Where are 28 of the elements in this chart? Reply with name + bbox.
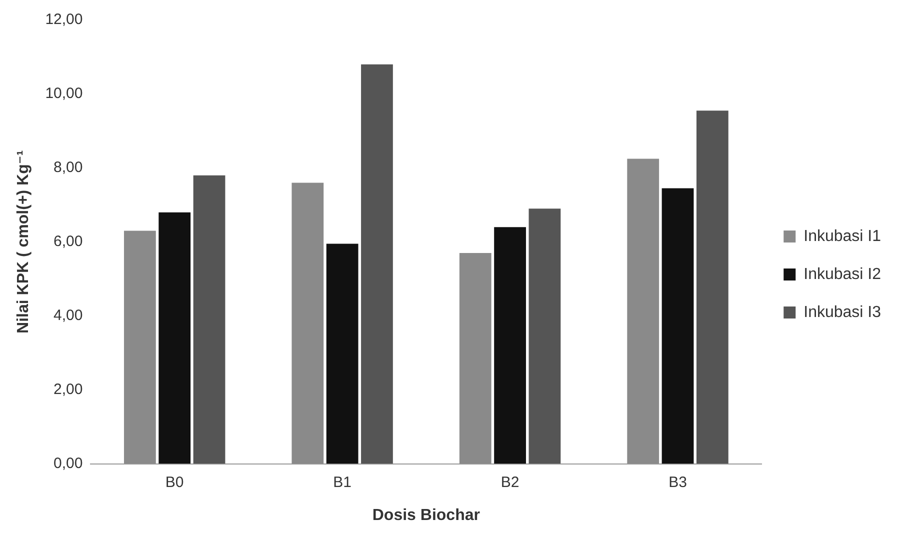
bar [696, 110, 728, 464]
bar [326, 244, 358, 464]
bar [528, 208, 561, 464]
legend-label: Inkubasi I2 [804, 266, 882, 283]
legend-label: Inkubasi I1 [804, 228, 882, 245]
bar [627, 158, 660, 464]
bar [158, 212, 191, 464]
x-tick-label: B3 [668, 474, 687, 491]
y-tick-label: 4,00 [54, 307, 83, 324]
x-axis-title: Dosis Biochar [372, 506, 480, 524]
bar [662, 188, 694, 464]
x-tick-label: B0 [165, 474, 184, 491]
x-tick-label: B1 [333, 474, 352, 491]
y-tick-label: 0,00 [54, 454, 83, 472]
bar [494, 227, 526, 464]
y-tick-label: 8,00 [54, 159, 83, 176]
y-tick-label: 10,00 [45, 85, 83, 102]
legend-label: Inkubasi I3 [804, 304, 882, 321]
bar [361, 64, 393, 464]
bar [459, 252, 492, 464]
bar [193, 175, 226, 464]
y-tick-label: 6,00 [54, 233, 83, 250]
x-tick-label: B2 [500, 474, 520, 491]
y-tick-label: 2,00 [54, 380, 83, 398]
bar [292, 182, 324, 464]
bar [124, 230, 156, 464]
y-axis-title: Nilai KPK ( cmol(+) Kg⁻¹ [15, 150, 32, 334]
y-tick-label: 12,00 [45, 11, 83, 28]
